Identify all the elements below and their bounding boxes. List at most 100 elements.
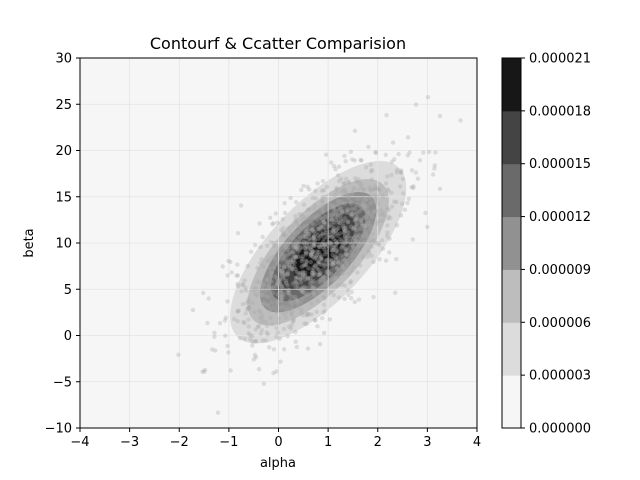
scatter-point bbox=[313, 188, 318, 193]
scatter-point bbox=[358, 242, 363, 248]
scatter-point bbox=[323, 288, 328, 293]
scatter-point bbox=[302, 273, 307, 278]
scatter-point bbox=[291, 250, 296, 255]
scatter-point bbox=[342, 216, 348, 221]
scatter-point bbox=[369, 239, 374, 244]
scatter-point bbox=[331, 233, 336, 238]
scatter-point bbox=[312, 263, 318, 268]
scatter-point bbox=[320, 194, 326, 200]
scatter-point bbox=[392, 199, 397, 204]
scatter-point bbox=[294, 280, 299, 285]
scatter-point bbox=[336, 260, 341, 265]
scatter-point bbox=[257, 288, 262, 293]
scatter-point bbox=[343, 238, 348, 244]
scatter-point bbox=[358, 218, 363, 223]
y-tick-label: 15 bbox=[55, 190, 72, 205]
scatter-point bbox=[290, 281, 296, 286]
colorbar-segment bbox=[502, 216, 521, 270]
scatter-point bbox=[258, 261, 263, 266]
scatter-point bbox=[328, 223, 333, 228]
scatter-point bbox=[362, 202, 367, 207]
scatter-point bbox=[297, 277, 303, 282]
scatter-point bbox=[312, 237, 317, 242]
scatter-point bbox=[325, 268, 330, 274]
scatter-point bbox=[240, 302, 245, 307]
scatter-point bbox=[307, 250, 312, 255]
scatter-point bbox=[361, 187, 366, 192]
scatter-point bbox=[300, 296, 305, 301]
scatter-point bbox=[348, 279, 354, 284]
scatter-point bbox=[263, 319, 268, 325]
scatter-point bbox=[437, 186, 443, 191]
scatter-point bbox=[303, 249, 308, 254]
scatter-point bbox=[310, 273, 315, 278]
scatter-point bbox=[337, 207, 342, 212]
colorbar-tick-label: 0.000009 bbox=[529, 263, 591, 278]
scatter-point bbox=[290, 305, 295, 310]
scatter-point bbox=[250, 333, 255, 339]
scatter-point bbox=[271, 240, 277, 246]
scatter-point bbox=[332, 275, 338, 281]
scatter-point bbox=[255, 265, 260, 271]
scatter-point bbox=[301, 202, 307, 207]
scatter-point bbox=[366, 184, 372, 190]
scatter-point bbox=[278, 288, 283, 294]
scatter-point bbox=[253, 242, 258, 248]
scatter-point bbox=[287, 251, 292, 256]
scatter-point bbox=[253, 285, 258, 291]
scatter-point bbox=[311, 214, 317, 220]
scatter-point bbox=[329, 262, 334, 267]
y-axis-label: beta bbox=[22, 228, 37, 257]
scatter-point bbox=[253, 327, 258, 332]
scatter-point bbox=[402, 207, 408, 212]
scatter-point bbox=[286, 324, 292, 329]
scatter-point bbox=[311, 265, 316, 270]
scatter-point bbox=[458, 118, 463, 123]
scatter-point bbox=[281, 292, 286, 297]
scatter-point bbox=[369, 244, 374, 250]
scatter-point bbox=[314, 252, 320, 258]
scatter-point bbox=[288, 235, 293, 240]
scatter-point bbox=[332, 193, 337, 198]
scatter-point bbox=[389, 204, 395, 209]
scatter-point bbox=[339, 262, 344, 267]
scatter-point bbox=[308, 238, 314, 243]
scatter-point bbox=[303, 273, 308, 278]
scatter-point bbox=[340, 263, 345, 268]
scatter-point bbox=[363, 204, 368, 209]
scatter-point bbox=[317, 252, 323, 258]
scatter-point bbox=[301, 239, 306, 244]
scatter-point bbox=[252, 352, 258, 358]
scatter-point bbox=[257, 315, 263, 320]
scatter-point bbox=[316, 249, 321, 255]
scatter-point bbox=[296, 305, 301, 310]
scatter-point bbox=[266, 294, 271, 299]
scatter-point bbox=[299, 187, 304, 193]
scatter-point bbox=[282, 272, 287, 277]
scatter-point bbox=[243, 288, 249, 293]
scatter-point bbox=[201, 290, 206, 296]
scatter-point bbox=[315, 324, 320, 329]
scatter-point bbox=[401, 191, 406, 196]
scatter-point bbox=[344, 261, 350, 267]
scatter-point bbox=[328, 229, 333, 234]
scatter-point bbox=[342, 283, 348, 288]
scatter-point bbox=[377, 212, 382, 218]
scatter-point bbox=[334, 241, 339, 246]
scatter-point bbox=[324, 269, 329, 275]
scatter-point bbox=[235, 281, 240, 287]
scatter-point bbox=[335, 266, 340, 271]
scatter-point bbox=[176, 352, 181, 357]
y-tick-label: 0 bbox=[64, 329, 72, 344]
scatter-point bbox=[268, 306, 273, 312]
scatter-point bbox=[354, 211, 359, 216]
scatter-point bbox=[244, 307, 250, 312]
scatter-point bbox=[305, 275, 311, 280]
scatter-point bbox=[356, 297, 362, 302]
scatter-point bbox=[366, 211, 372, 217]
scatter-point bbox=[293, 267, 298, 272]
scatter-point bbox=[389, 172, 394, 178]
scatter-point bbox=[256, 324, 261, 330]
scatter-point bbox=[377, 219, 382, 224]
scatter-point bbox=[256, 367, 262, 372]
